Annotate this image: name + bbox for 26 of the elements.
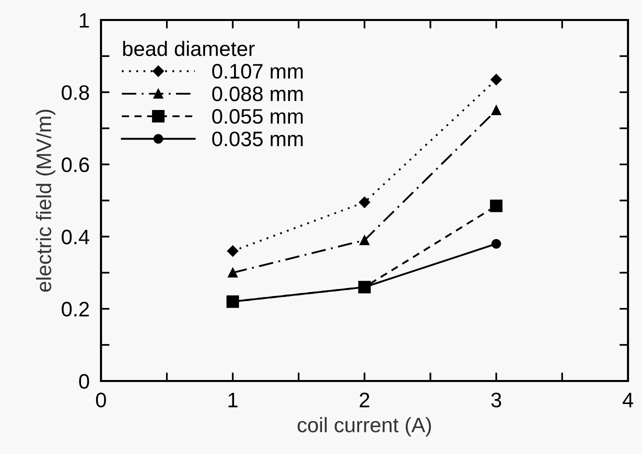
- y-tick-label: 0.6: [62, 157, 89, 172]
- point: [491, 238, 502, 249]
- point: [227, 245, 238, 257]
- point: [358, 196, 370, 208]
- legend-label: 0.035 mm: [212, 132, 303, 146]
- y-axis-title: electric field (MV/m): [36, 110, 56, 292]
- legend-title: bead diameter: [123, 40, 255, 56]
- y-tick-label: 0: [79, 374, 90, 389]
- y-tick-label: 1: [80, 13, 89, 28]
- x-tick-label: 3: [491, 392, 502, 408]
- y-tick-label: 0.8: [62, 85, 89, 100]
- x-tick-label: 2: [360, 392, 370, 408]
- legend-label: 0.088 mm: [212, 86, 303, 102]
- x-tick-label: 4: [622, 392, 634, 408]
- point: [491, 105, 502, 116]
- y-tick-label: 0.2: [62, 302, 89, 317]
- x-tick-label: 1: [228, 392, 238, 408]
- legend-label: 0.055 mm: [212, 109, 303, 124]
- point: [490, 74, 502, 86]
- legend-label: 0.107 mm: [212, 64, 303, 79]
- point: [228, 268, 238, 278]
- x-tick-label: 0: [96, 392, 106, 408]
- point: [490, 200, 502, 212]
- point: [360, 235, 370, 246]
- y-tick-label: 0.4: [62, 230, 90, 244]
- x-axis-title: coil current (A): [298, 417, 431, 436]
